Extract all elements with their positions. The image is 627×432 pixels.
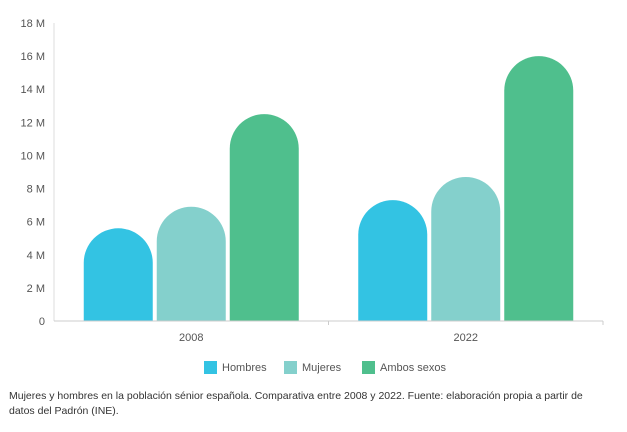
legend-label: Ambos sexos [380, 362, 447, 374]
legend: Hombres Mujeres Ambos sexos [204, 361, 447, 374]
y-tick-label: 0 [39, 316, 45, 328]
figure-caption: Mujeres y hombres en la población sénior… [9, 390, 583, 417]
legend-swatch-hombres [204, 361, 217, 374]
bar-chart: 02 M4 M6 M8 M10 M12 M14 M16 M18 M 2008 20… [21, 18, 604, 374]
y-tick-label: 2 M [27, 283, 45, 295]
y-tick-label: 16 M [21, 51, 45, 63]
x-axis: 2008 2022 [54, 320, 604, 344]
y-tick-label: 6 M [27, 217, 45, 229]
y-axis: 0 2 M 4 M 6 M 8 M 10 M 12 M 14 M 16 M 18 M [21, 18, 55, 328]
x-tick-label: 2008 [179, 332, 203, 344]
y-tick-label: 10 M [21, 150, 45, 162]
bar-mujeres-2008 [156, 206, 226, 321]
legend-swatch-ambos-sexos [362, 361, 375, 374]
y-tick-label: 14 M [21, 84, 45, 96]
y-tick-label: 4 M [27, 250, 45, 262]
bar-ambos-sexos-2008 [229, 114, 299, 322]
x-tick-label: 2022 [454, 332, 478, 344]
legend-swatch-mujeres [284, 361, 297, 374]
bar-ambos-sexos-2022 [504, 56, 574, 321]
bar-hombres-2022 [358, 200, 428, 321]
y-tick-label: 18 M [21, 18, 45, 30]
bar-mujeres-2022 [431, 176, 501, 321]
legend-label: Mujeres [302, 362, 342, 374]
bars [83, 56, 574, 322]
bar-hombres-2008 [83, 228, 153, 321]
y-tick-label: 12 M [21, 117, 45, 129]
y-tick-label: 8 M [27, 184, 45, 196]
legend-label: Hombres [222, 362, 267, 374]
